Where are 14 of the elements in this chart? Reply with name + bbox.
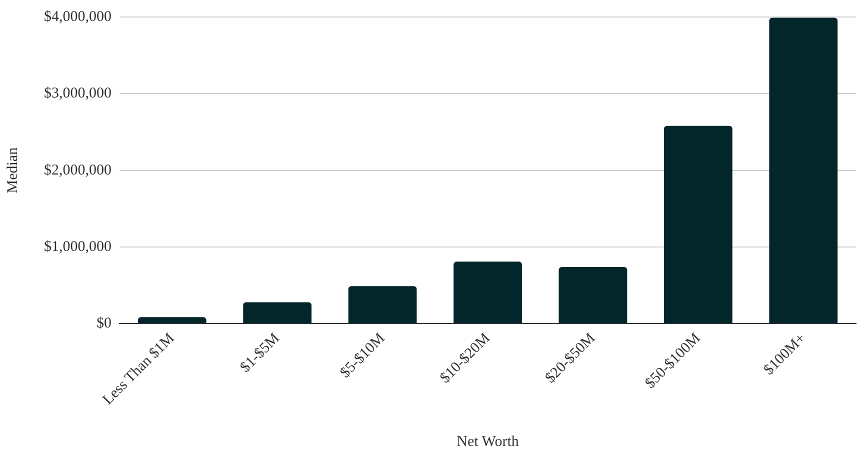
bar — [348, 286, 417, 324]
y-tick-label: $2,000,000 — [44, 162, 112, 178]
y-tick-label: $0 — [96, 316, 112, 332]
y-axis-title: Median — [4, 146, 21, 194]
bar — [558, 266, 628, 324]
x-axis-title: Net Worth — [456, 434, 520, 450]
bar — [664, 126, 732, 324]
bar — [769, 18, 838, 324]
bar — [138, 317, 206, 324]
y-tick-label: $4,000,000 — [44, 8, 112, 25]
y-tick-label: $3,000,000 — [44, 86, 112, 102]
bar — [243, 302, 312, 324]
bar — [454, 262, 522, 324]
y-tick-label: $1,000,000 — [44, 238, 112, 255]
